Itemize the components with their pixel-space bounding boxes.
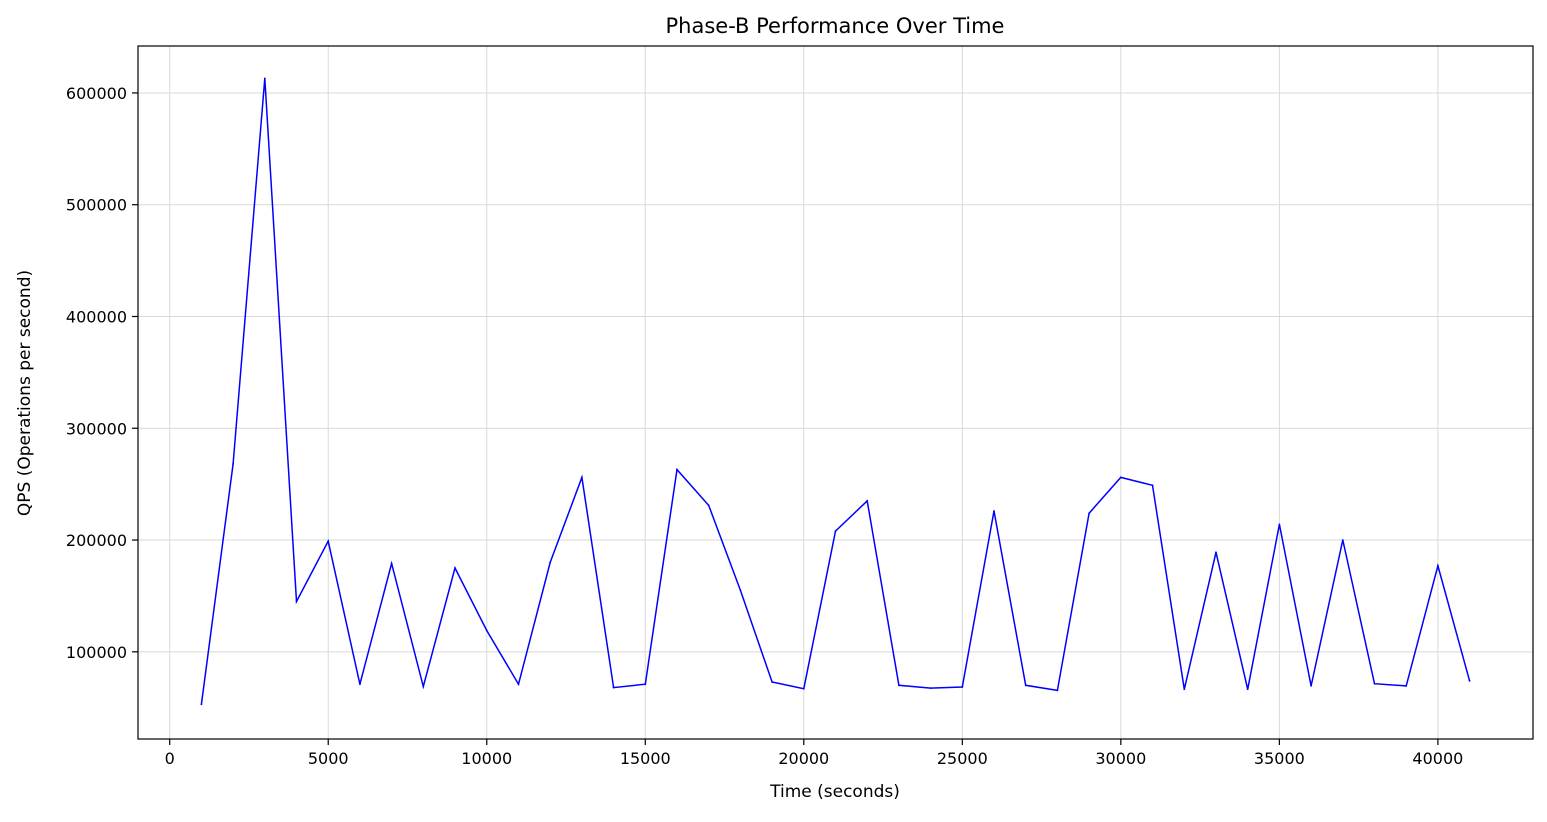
y-tick-label: 500000 [66,196,127,215]
data-point [580,476,583,479]
data-point [1405,685,1408,687]
data-point [866,500,869,502]
y-tick-label: 400000 [66,307,127,326]
x-axis-label: Time (seconds) [769,782,900,802]
data-point [1088,512,1091,515]
ticks: 0 5000 10000 15000 20000 25000 30000 35000 40000… [66,84,1463,768]
y-axis-label: QPS (Operations per second) [15,270,35,516]
data-point [1215,551,1217,554]
y-tick-label: 300000 [66,419,127,438]
data-point [802,687,805,690]
series-layer [200,77,1471,706]
data-point [898,684,900,687]
data-point [549,561,552,564]
y-tick-label: 100000 [66,643,127,662]
data-point [517,683,520,686]
y-tick-label: 200000 [66,531,127,550]
data-point [390,562,393,565]
data-point [295,600,298,603]
data-point [929,687,932,690]
data-point [263,77,266,80]
data-point [422,685,425,688]
data-point [1056,689,1059,692]
data-point [676,468,678,471]
x-tick-label: 30000 [1095,749,1146,768]
data-point [232,463,235,465]
x-tick-label: 35000 [1254,749,1305,768]
data-point [1151,484,1154,487]
x-tick-label: 25000 [937,749,988,768]
data-point [1468,679,1471,682]
data-point [485,629,488,632]
data-point [1119,476,1122,479]
data-point [834,530,837,532]
x-tick-label: 15000 [620,749,671,768]
data-point [771,681,773,683]
x-tick-label: 20000 [778,749,829,768]
data-point [327,540,330,543]
y-tick-label: 600000 [66,84,127,103]
x-tick-label: 5000 [308,749,349,768]
data-point [707,504,710,507]
data-point [739,589,742,592]
data-point [1183,688,1186,691]
data-point [1246,688,1249,691]
data-point [1436,564,1439,567]
x-tick-label: 10000 [461,749,512,768]
data-point [644,683,647,686]
x-tick-label: 0 [165,749,175,768]
chart-title: Phase-B Performance Over Time [666,14,1005,38]
plot-frame [137,45,1534,740]
data-point [1310,685,1312,687]
grid [138,46,1533,739]
x-tick-label: 40000 [1412,749,1463,768]
data-point [961,686,964,688]
data-point [200,703,203,706]
data-point [1373,682,1376,685]
data-point [359,683,361,686]
data-point [1278,523,1281,526]
data-point [993,510,995,512]
data-point [454,567,456,569]
data-point [1024,684,1027,687]
data-point [1341,539,1344,541]
data-point [612,686,615,689]
